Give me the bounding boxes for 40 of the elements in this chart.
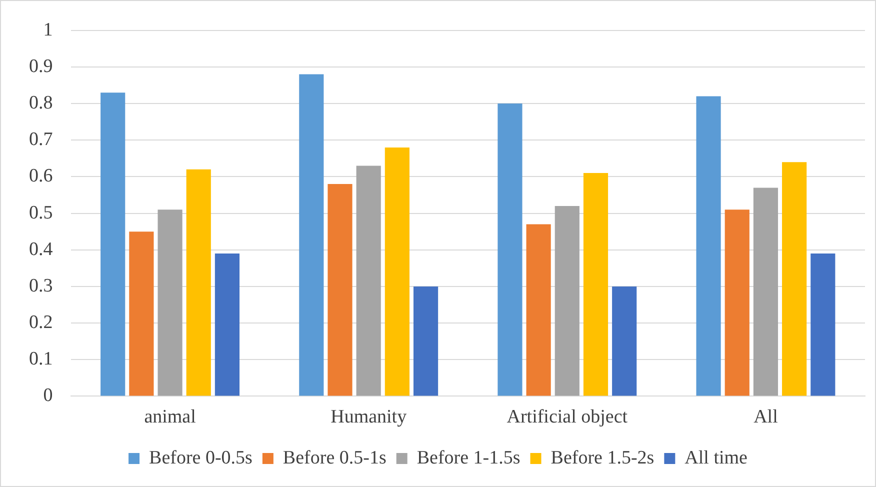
bar <box>696 96 721 396</box>
x-tick-label: All <box>754 406 778 428</box>
y-tick-label: 0.3 <box>29 275 53 296</box>
legend-label: Before 0.5-1s <box>282 447 386 468</box>
y-tick-label: 0.7 <box>29 129 53 150</box>
x-tick-label: Humanity <box>330 406 408 428</box>
bar <box>158 210 182 396</box>
legend-label: Before 1.5-2s <box>550 447 654 468</box>
bar <box>356 166 381 396</box>
y-tick-label: 0.8 <box>29 92 53 114</box>
y-tick-label: 0.1 <box>29 348 53 370</box>
x-tick-label: animal <box>144 406 196 428</box>
y-tick-label: 0.6 <box>29 166 53 187</box>
y-tick-label: 0.4 <box>29 238 54 260</box>
bar <box>498 104 522 396</box>
bar <box>328 184 352 396</box>
x-tick-label: Artificial object <box>506 406 628 428</box>
bar <box>526 224 551 396</box>
bar <box>810 254 836 396</box>
bar <box>129 232 154 396</box>
y-tick-label: 0.2 <box>29 312 53 334</box>
bar <box>583 173 608 396</box>
legend-label: All time <box>684 447 748 468</box>
bar <box>554 206 580 396</box>
y-tick-label: 1 <box>43 19 53 40</box>
bar <box>384 147 410 396</box>
bar <box>299 74 324 396</box>
y-tick-label: 0.9 <box>29 56 53 77</box>
legend-label: Before 1-1.5s <box>416 447 520 468</box>
bar <box>100 92 126 396</box>
bar <box>214 254 240 396</box>
y-tick-label: 0.5 <box>29 202 53 224</box>
y-tick-label: 0 <box>43 385 53 406</box>
bar <box>782 162 807 396</box>
bar <box>612 286 637 396</box>
legend-label: Before 0-0.5s <box>149 447 252 468</box>
bar <box>413 286 438 396</box>
bar <box>753 188 778 396</box>
bar <box>186 169 211 396</box>
bar <box>724 210 750 396</box>
